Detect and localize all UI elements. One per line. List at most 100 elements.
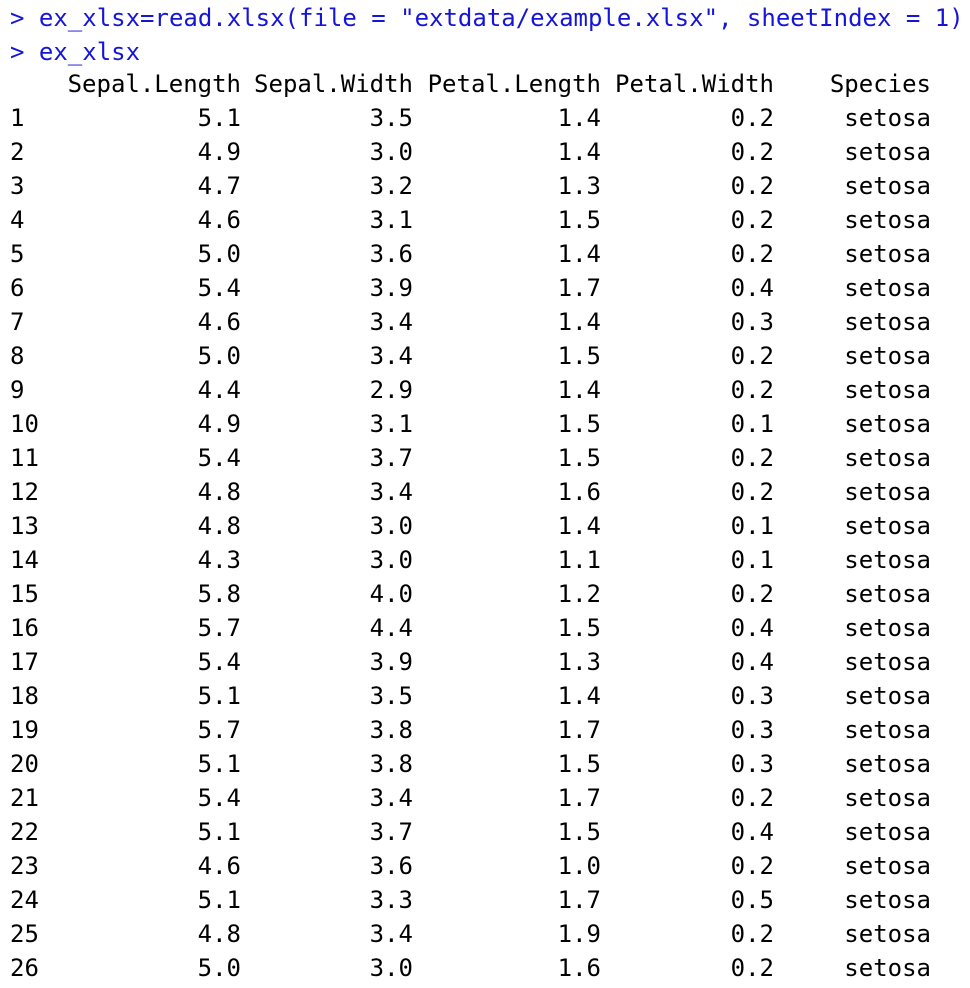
- cell-petal-width: 0.2: [730, 138, 774, 166]
- row-name: 20: [10, 750, 39, 778]
- cell-petal-length: 1.5: [557, 818, 601, 846]
- row-name: 8: [10, 342, 25, 370]
- cell-petal-width: 0.2: [730, 206, 774, 234]
- cell-species: setosa: [844, 614, 931, 642]
- table-row: 22 5.1 3.7 1.5 0.4 setosa: [0, 815, 970, 849]
- cell-petal-width: 0.2: [730, 920, 774, 948]
- cell-petal-width: 0.2: [730, 376, 774, 404]
- cell-sepal-width: 3.0: [369, 512, 413, 540]
- cell-sepal-length: 5.4: [197, 444, 241, 472]
- cell-species: setosa: [844, 648, 931, 676]
- cell-species: setosa: [844, 580, 931, 608]
- row-name: 16: [10, 614, 39, 642]
- cell-petal-width: 0.5: [730, 886, 774, 914]
- row-name: 1: [10, 104, 25, 132]
- row-name: 6: [10, 274, 25, 302]
- cell-petal-length: 1.7: [557, 274, 601, 302]
- cell-sepal-width: 3.6: [369, 852, 413, 880]
- row-name: 5: [10, 240, 25, 268]
- cell-petal-length: 1.5: [557, 410, 601, 438]
- cell-sepal-length: 5.7: [197, 716, 241, 744]
- table-row: 14 4.3 3.0 1.1 0.1 setosa: [0, 543, 970, 577]
- row-name: 2: [10, 138, 25, 166]
- cell-sepal-length: 4.6: [197, 852, 241, 880]
- cell-sepal-width: 3.3: [369, 886, 413, 914]
- table-row: 10 4.9 3.1 1.5 0.1 setosa: [0, 407, 970, 441]
- cell-petal-width: 0.3: [730, 716, 774, 744]
- cell-sepal-width: 3.1: [369, 410, 413, 438]
- cell-species: setosa: [844, 852, 931, 880]
- cell-species: setosa: [844, 104, 931, 132]
- cell-species: setosa: [844, 274, 931, 302]
- cell-petal-length: 1.5: [557, 750, 601, 778]
- row-name: 25: [10, 920, 39, 948]
- cell-petal-width: 0.1: [730, 546, 774, 574]
- table-row: 1 5.1 3.5 1.4 0.2 setosa: [0, 101, 970, 135]
- cell-sepal-length: 4.7: [197, 172, 241, 200]
- cell-sepal-width: 4.0: [369, 580, 413, 608]
- cell-species: setosa: [844, 478, 931, 506]
- cell-sepal-width: 3.8: [369, 716, 413, 744]
- cell-sepal-length: 5.8: [197, 580, 241, 608]
- cell-petal-width: 0.4: [730, 614, 774, 642]
- cell-petal-width: 0.3: [730, 750, 774, 778]
- column-header-petal-width: Petal.Width: [615, 70, 774, 98]
- cell-sepal-width: 3.0: [369, 138, 413, 166]
- cell-species: setosa: [844, 920, 931, 948]
- table-row: 16 5.7 4.4 1.5 0.4 setosa: [0, 611, 970, 645]
- cell-sepal-width: 3.5: [369, 682, 413, 710]
- cell-species: setosa: [844, 954, 931, 982]
- column-header-sepal-length: Sepal.Length: [67, 70, 241, 98]
- cell-petal-width: 0.2: [730, 478, 774, 506]
- table-row: 21 5.4 3.4 1.7 0.2 setosa: [0, 781, 970, 815]
- cell-species: setosa: [844, 240, 931, 268]
- cell-petal-length: 1.5: [557, 614, 601, 642]
- row-name: 26: [10, 954, 39, 982]
- cell-petal-length: 1.7: [557, 784, 601, 812]
- table-row: 2 4.9 3.0 1.4 0.2 setosa: [0, 135, 970, 169]
- cell-sepal-width: 3.9: [369, 274, 413, 302]
- cell-species: setosa: [844, 546, 931, 574]
- table-row: 8 5.0 3.4 1.5 0.2 setosa: [0, 339, 970, 373]
- cell-petal-width: 0.1: [730, 512, 774, 540]
- table-row: 12 4.8 3.4 1.6 0.2 setosa: [0, 475, 970, 509]
- cell-petal-width: 0.4: [730, 648, 774, 676]
- cell-species: setosa: [844, 138, 931, 166]
- cell-species: setosa: [844, 410, 931, 438]
- cell-sepal-length: 4.8: [197, 920, 241, 948]
- cell-species: setosa: [844, 818, 931, 846]
- cell-sepal-width: 4.4: [369, 614, 413, 642]
- command-line-read-xlsx: > ex_xlsx=read.xlsx(file = "extdata/exam…: [10, 1, 964, 35]
- cell-petal-length: 1.3: [557, 172, 601, 200]
- cell-species: setosa: [844, 784, 931, 812]
- table-row: 11 5.4 3.7 1.5 0.2 setosa: [0, 441, 970, 475]
- row-name: 12: [10, 478, 39, 506]
- table-row: 24 5.1 3.3 1.7 0.5 setosa: [0, 883, 970, 917]
- cell-sepal-length: 4.6: [197, 308, 241, 336]
- cell-sepal-length: 5.0: [197, 954, 241, 982]
- cell-petal-length: 1.5: [557, 444, 601, 472]
- cell-petal-width: 0.2: [730, 852, 774, 880]
- cell-petal-length: 1.7: [557, 716, 601, 744]
- cell-sepal-width: 3.5: [369, 104, 413, 132]
- cell-species: setosa: [844, 682, 931, 710]
- cell-petal-width: 0.2: [730, 342, 774, 370]
- cell-petal-width: 0.2: [730, 172, 774, 200]
- cell-petal-length: 1.9: [557, 920, 601, 948]
- table-row: 6 5.4 3.9 1.7 0.4 setosa: [0, 271, 970, 305]
- cell-sepal-width: 3.7: [369, 818, 413, 846]
- cell-petal-length: 1.4: [557, 104, 601, 132]
- cell-sepal-length: 5.1: [197, 886, 241, 914]
- cell-petal-length: 1.5: [557, 342, 601, 370]
- cell-sepal-length: 4.9: [197, 138, 241, 166]
- cell-petal-length: 1.1: [557, 546, 601, 574]
- row-name: 19: [10, 716, 39, 744]
- cell-petal-length: 1.2: [557, 580, 601, 608]
- cell-sepal-length: 4.8: [197, 478, 241, 506]
- cell-species: setosa: [844, 512, 931, 540]
- cell-species: setosa: [844, 308, 931, 336]
- table-row: 23 4.6 3.6 1.0 0.2 setosa: [0, 849, 970, 883]
- row-name: 7: [10, 308, 25, 336]
- table-row: 18 5.1 3.5 1.4 0.3 setosa: [0, 679, 970, 713]
